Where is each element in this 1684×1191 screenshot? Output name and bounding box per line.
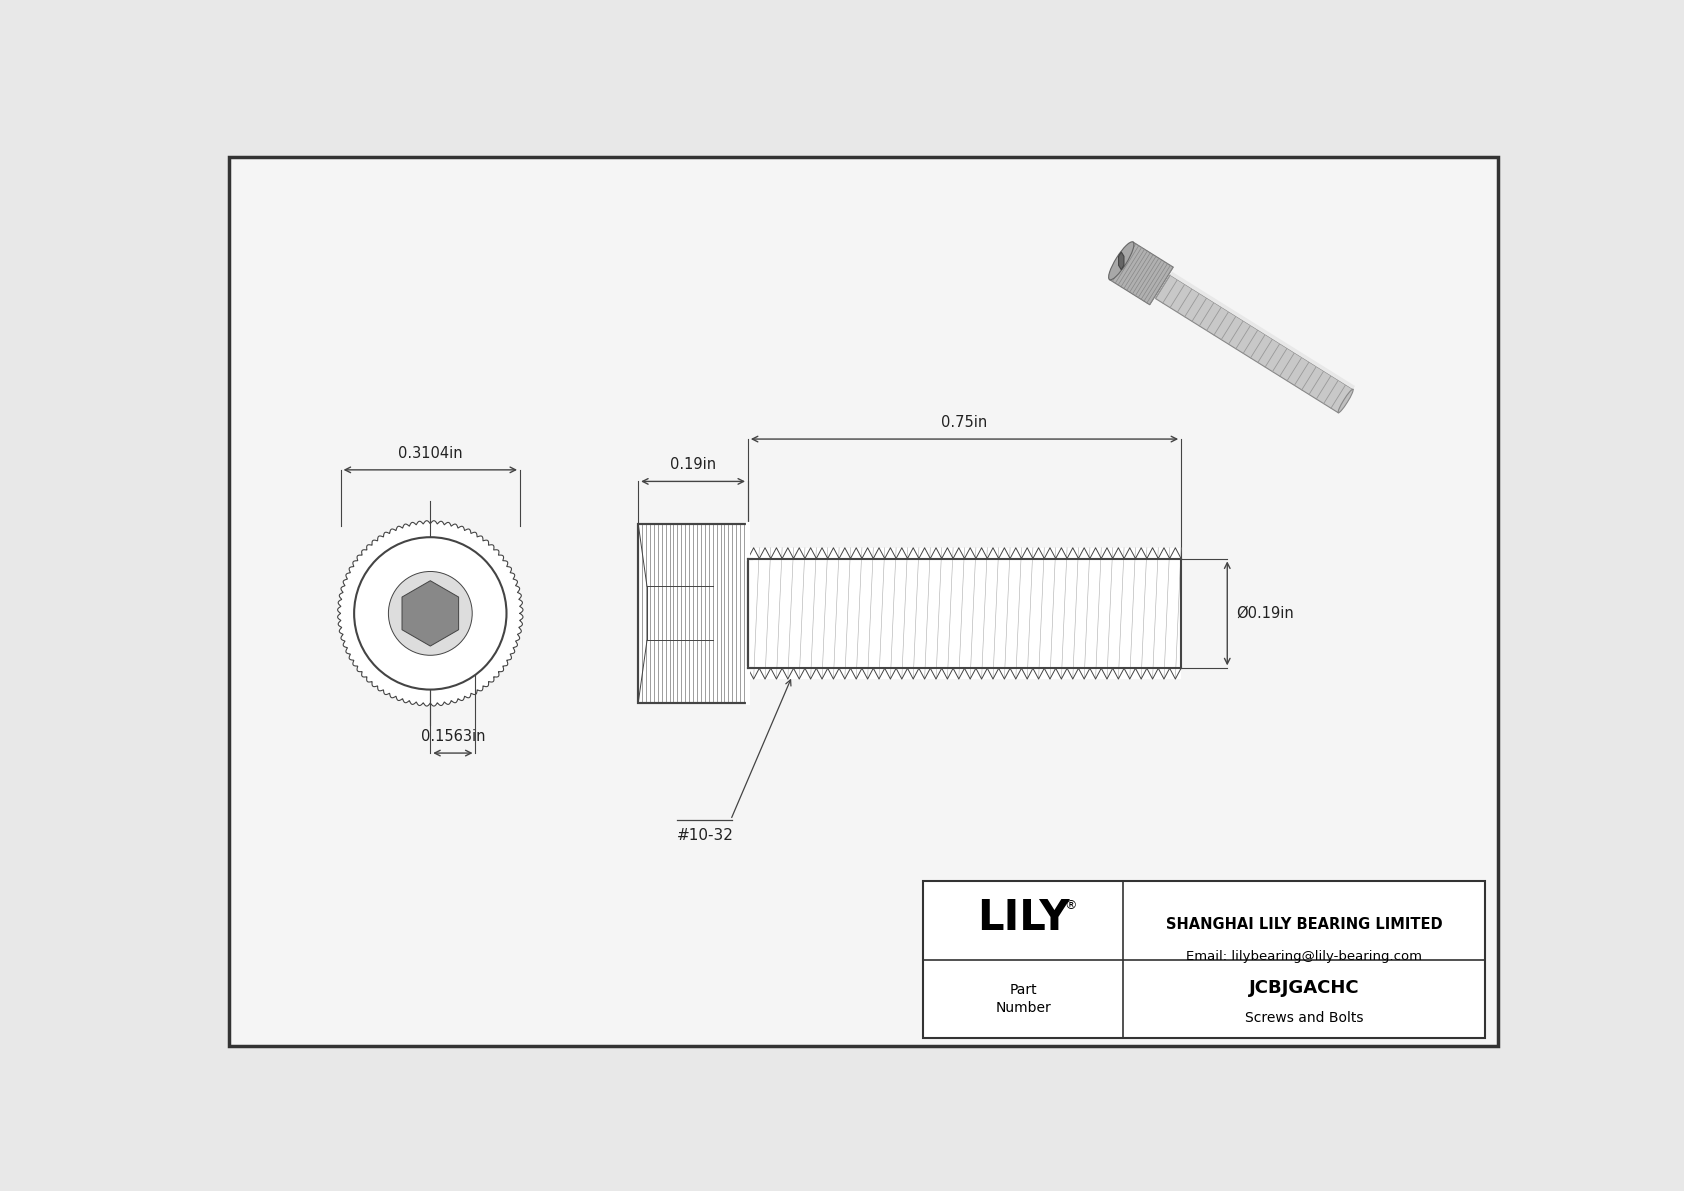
Polygon shape <box>1170 272 1356 389</box>
Text: 0.75in: 0.75in <box>941 414 987 430</box>
Polygon shape <box>402 581 458 646</box>
Text: ®: ® <box>1064 899 1078 912</box>
Polygon shape <box>337 520 524 706</box>
Ellipse shape <box>1339 389 1354 413</box>
Polygon shape <box>1118 252 1123 269</box>
Text: #10-32: #10-32 <box>677 828 734 843</box>
Circle shape <box>354 537 507 690</box>
Bar <box>638 524 748 703</box>
Text: Ø0.19in: Ø0.19in <box>1236 606 1295 621</box>
Bar <box>748 548 1180 679</box>
Text: JCBJGACHC: JCBJGACHC <box>1250 979 1359 997</box>
Text: LILY: LILY <box>977 898 1069 940</box>
Polygon shape <box>1110 242 1174 305</box>
Text: 0.1563in: 0.1563in <box>421 729 485 744</box>
Text: SHANGHAI LILY BEARING LIMITED: SHANGHAI LILY BEARING LIMITED <box>1165 917 1443 933</box>
Text: Screws and Bolts: Screws and Bolts <box>1244 1011 1364 1025</box>
Bar <box>638 524 748 703</box>
Ellipse shape <box>1108 242 1133 280</box>
Text: Email: lilybearing@lily-bearing.com: Email: lilybearing@lily-bearing.com <box>1186 950 1423 962</box>
Text: 0.3104in: 0.3104in <box>397 445 463 461</box>
Polygon shape <box>1155 275 1352 413</box>
Text: Part
Number: Part Number <box>995 983 1051 1015</box>
Text: 0.19in: 0.19in <box>670 457 716 472</box>
Circle shape <box>389 572 472 655</box>
Bar <box>923 880 1485 1039</box>
